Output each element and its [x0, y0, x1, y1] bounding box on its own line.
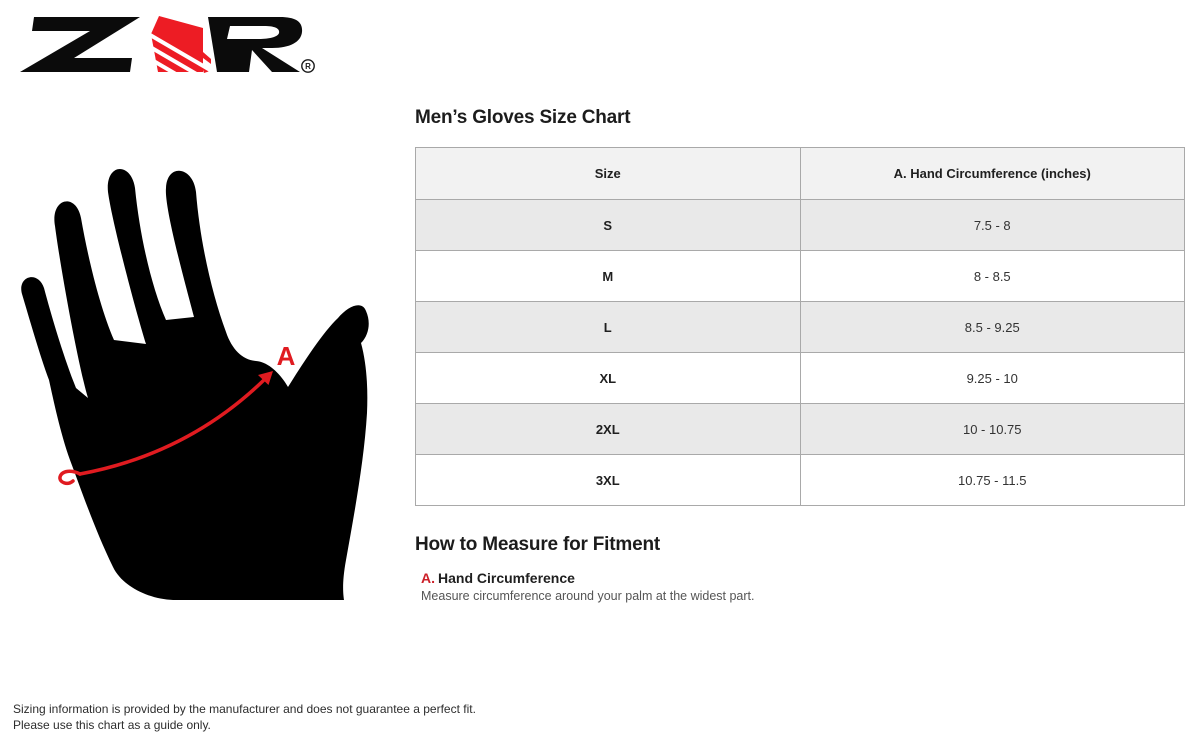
circumference-cell: 8 - 8.5 — [799, 250, 1185, 302]
measurement-line — [58, 376, 268, 485]
brand-logo: R — [18, 8, 318, 93]
size-cell: L — [415, 301, 801, 353]
size-cell: 2XL — [415, 403, 801, 455]
size-cell: S — [415, 199, 801, 251]
fitment-item: A. Hand Circumference Measure circumferen… — [421, 570, 755, 603]
measurement-key: A. — [421, 570, 435, 586]
size-cell: M — [415, 250, 801, 302]
disclaimer: Sizing information is provided by the ma… — [13, 702, 476, 733]
size-chart-row-s: S 7.5 - 8 — [415, 199, 1185, 251]
circumference-cell: 8.5 - 9.25 — [799, 301, 1185, 353]
circumference-cell: 7.5 - 8 — [799, 199, 1185, 251]
circumference-cell: 10.75 - 11.5 — [799, 454, 1185, 506]
circumference-column-header: A. Hand Circumference (inches) — [799, 147, 1185, 200]
size-chart-header-row: Size A. Hand Circumference (inches) — [415, 147, 1185, 200]
fitment-heading: How to Measure for Fitment — [415, 534, 660, 555]
disclaimer-line-1: Sizing information is provided by the ma… — [13, 702, 476, 716]
measurement-arrowhead-icon — [258, 371, 273, 385]
hand-silhouette — [21, 168, 369, 601]
circumference-cell: 9.25 - 10 — [799, 352, 1185, 404]
disclaimer-line-2: Please use this chart as a guide only. — [13, 717, 211, 732]
logo-letter-one — [143, 16, 219, 93]
logo-letter-r — [208, 17, 303, 72]
size-chart-row-l: L 8.5 - 9.25 — [415, 301, 1185, 353]
size-column-header: Size — [415, 147, 801, 200]
measurement-title: A. Hand Circumference — [421, 570, 755, 586]
circumference-cell: 10 - 10.75 — [799, 403, 1185, 455]
size-cell: 3XL — [415, 454, 801, 506]
size-chart-row-xl: XL 9.25 - 10 — [415, 352, 1185, 404]
hand-measurement-diagram: A — [0, 130, 400, 620]
size-chart-table: Size A. Hand Circumference (inches) S 7.… — [415, 147, 1185, 506]
svg-text:R: R — [305, 62, 311, 71]
logo-letter-z — [20, 17, 140, 72]
z1r-logo-icon: R — [20, 16, 315, 93]
size-chart-title: Men’s Gloves Size Chart — [415, 107, 631, 128]
size-chart-row-3xl: 3XL 10.75 - 11.5 — [415, 454, 1185, 506]
measurement-name: Hand Circumference — [438, 570, 575, 586]
measurement-description: Measure circumference around your palm a… — [421, 589, 755, 603]
size-cell: XL — [415, 352, 801, 404]
size-chart-row-m: M 8 - 8.5 — [415, 250, 1185, 302]
hand-silhouette-icon: A — [21, 168, 369, 601]
measurement-label-a: A — [277, 341, 296, 371]
size-chart-row-2xl: 2XL 10 - 10.75 — [415, 403, 1185, 455]
registered-trademark-icon: R — [301, 59, 315, 73]
